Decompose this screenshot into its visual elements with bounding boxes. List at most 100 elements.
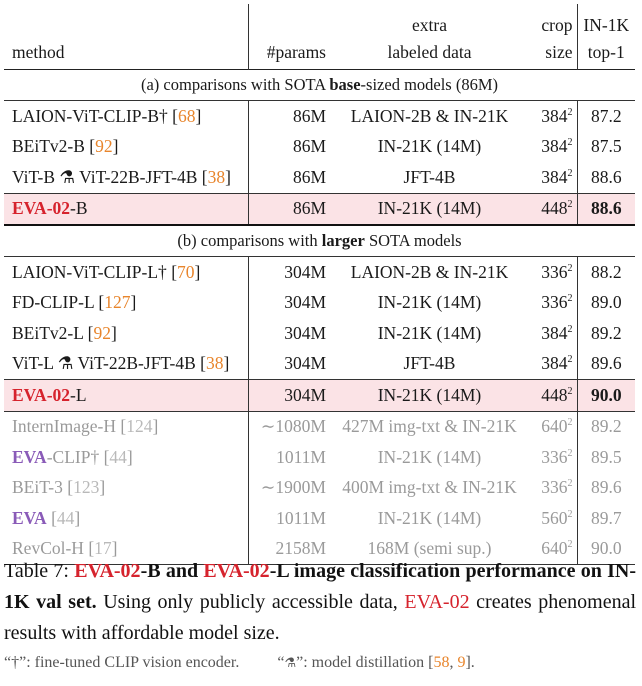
cell-method: EVA-02-B <box>4 193 248 225</box>
citation-link[interactable]: 92 <box>95 136 113 156</box>
params-value: 304M <box>284 322 326 343</box>
params-value: 86M <box>292 198 326 218</box>
top1-value: 87.5 <box>590 136 622 156</box>
cell-top1: 89.7 <box>576 503 635 534</box>
params-value: 304M <box>284 384 326 405</box>
data-value: LAION-2B & IN-21K <box>350 105 509 126</box>
top1-value: 87.2 <box>590 105 622 126</box>
table-footnote: “†”: fine-tuned CLIP vision encoder. “⚗”:… <box>4 654 636 672</box>
cell-top1: 89.5 <box>576 442 635 473</box>
header-method: method <box>12 42 65 63</box>
header-crop-line1: crop <box>541 14 573 35</box>
citation-link[interactable]: 124 <box>126 416 153 436</box>
cell-crop: 3842 <box>527 101 577 132</box>
citation-link[interactable]: 68 <box>178 105 196 126</box>
cell-crop: 3842 <box>527 162 577 193</box>
data-value: LAION-2B & IN-21K <box>350 261 509 282</box>
citation-link[interactable]: 38 <box>205 353 224 373</box>
cell-data: IN-21K (14M) <box>332 193 527 225</box>
cell-method: LAION-ViT-CLIP-L† [70] <box>12 261 201 282</box>
crop-superscript: 2 <box>567 167 573 179</box>
method-name-highlight: EVA-02 <box>12 198 71 218</box>
footnote-dagger-symbol: “†” <box>4 654 27 671</box>
cell-params: 86M <box>247 193 332 225</box>
data-value: IN-21K (14M) <box>377 292 482 312</box>
footnote-cite-9[interactable]: 9 <box>457 654 466 671</box>
cell-data: 427M img-txt & IN-21K <box>332 411 527 442</box>
crop-value: 448 <box>541 198 568 218</box>
top1-value: 89.2 <box>590 322 622 343</box>
params-value: ∼1080M <box>260 416 326 436</box>
table-row: ViT-B ⚗ ViT-22B-JFT-4B [38] 86M JFT-4B 3842… <box>4 162 635 193</box>
cell-params: ∼1080M <box>247 411 332 442</box>
results-table: extra crop IN-1K method #params labeled … <box>4 4 635 565</box>
cell-params: 86M <box>247 131 332 162</box>
cell-data: IN-21K (14M) <box>332 379 527 411</box>
citation-link[interactable]: 92 <box>93 322 112 343</box>
table-row: LAION-ViT-CLIP-B† [68] 86M LAION-2B & IN-2… <box>4 100 635 132</box>
table-row: BEiTv2-B [92] 86M IN-21K (14M) 3842 87.5 <box>4 131 635 163</box>
citation-link[interactable]: 70 <box>177 261 195 282</box>
params-value: 304M <box>284 292 326 312</box>
footnote-dagger-text: : fine-tuned CLIP vision encoder. <box>26 654 240 671</box>
data-value: IN-21K (14M) <box>377 384 482 405</box>
crop-value: 560 <box>541 507 568 528</box>
cell-data: IN-21K (14M) <box>332 132 527 163</box>
cell-data: 400M img-txt & IN-21K <box>332 473 527 504</box>
crop-value: 448 <box>541 384 568 405</box>
method-name: LAION-ViT-CLIP-L† <box>12 261 167 282</box>
cell-params: 2158M <box>247 533 332 565</box>
cell-crop: 5602 <box>527 503 577 534</box>
table-row: BEiTv2-L [92] 304M IN-21K (14M) 3842 89.2 <box>4 318 635 349</box>
crop-superscript: 2 <box>567 539 573 550</box>
citation-link[interactable]: 44 <box>109 446 127 467</box>
header-top1-line1: IN-1K <box>576 4 635 37</box>
cell-method: ViT-L ⚗ ViT-22B-JFT-4B [38] <box>12 353 230 373</box>
header-crop-line2: size <box>545 42 573 63</box>
crop-superscript: 2 <box>567 106 573 118</box>
top1-value: 88.6 <box>590 166 622 187</box>
cell-top1: 89.2 <box>576 318 635 349</box>
top1-value: 89.2 <box>590 416 622 436</box>
method-name: BEiTv2-L <box>12 322 84 343</box>
citation-link[interactable]: 44 <box>56 507 75 528</box>
top1-value: 89.6 <box>590 477 622 497</box>
cell-data: LAION-2B & IN-21K <box>332 101 527 132</box>
method-name-highlight: EVA <box>12 446 47 467</box>
header-row-1: extra crop IN-1K <box>4 4 635 37</box>
method-name: RevCol-H <box>12 538 84 558</box>
method-name: BEiTv2-B <box>12 136 85 156</box>
cell-method: EVA-CLIP† [44] <box>12 446 133 467</box>
section-text: SOTA models <box>364 230 462 250</box>
citation-link[interactable]: 123 <box>73 477 100 497</box>
cell-crop: 3842 <box>527 349 577 380</box>
crop-superscript: 2 <box>567 262 573 274</box>
table-caption: Table 7: EVA-02-B and EVA-02-L image cla… <box>4 556 636 649</box>
params-value: ∼1900M <box>260 477 326 497</box>
cell-method: EVA-02-L <box>4 379 248 411</box>
method-name-suffix: -L <box>70 384 87 405</box>
section-header: (b) comparisons with larger SOTA models <box>4 225 635 257</box>
crop-value: 640 <box>541 416 568 436</box>
footnote-flask-text: : model distillation [ <box>303 654 434 671</box>
caption-body-part1: Using only publicly accessible data, <box>96 591 405 613</box>
citation-link[interactable]: 127 <box>104 292 131 312</box>
crop-superscript: 2 <box>567 447 573 459</box>
params-value: 86M <box>292 105 326 126</box>
cell-params: 304M <box>247 318 332 349</box>
crop-superscript: 2 <box>567 323 573 335</box>
flask-icon: ⚗ <box>284 655 297 670</box>
section-header-row: (b) comparisons with larger SOTA models <box>4 225 635 257</box>
citation-link[interactable]: 17 <box>94 538 112 558</box>
cell-data: IN-21K (14M) <box>332 318 527 349</box>
top1-value: 90.0 <box>590 538 622 558</box>
cell-method: BEiTv2-B [92] <box>12 136 119 156</box>
cell-data: LAION-2B & IN-21K <box>332 257 527 288</box>
cell-params: 304M <box>247 256 332 288</box>
crop-value: 384 <box>541 136 568 156</box>
citation-link[interactable]: 38 <box>207 166 226 187</box>
params-value: 1011M <box>276 446 326 467</box>
footnote-cite-58[interactable]: 58 <box>433 654 450 671</box>
params-value: 86M <box>292 166 326 187</box>
